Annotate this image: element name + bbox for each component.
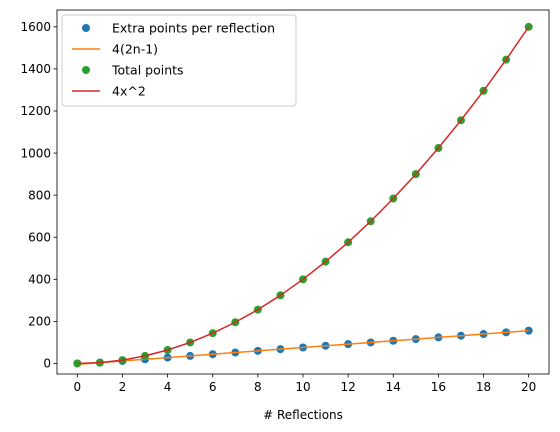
legend-entry-label: 4(2n-1) (112, 42, 158, 57)
series-line-4-2n-1 (77, 329, 529, 366)
y-tick-label: 600 (28, 230, 51, 244)
axes: 0 2 4 6 8 10 12 14 16 18 2002004006008001000120014… (20, 9, 550, 394)
x-tick-label: 4 (164, 380, 172, 394)
y-tick-label: 800 (28, 188, 51, 202)
x-tick-label: 6 (209, 380, 217, 394)
x-tick-label: 8 (254, 380, 262, 394)
y-tick-label: 1000 (20, 146, 51, 160)
legend-entry-label: Extra points per reflection (112, 21, 275, 36)
x-tick-label: 14 (386, 380, 401, 394)
legend-box (61, 14, 297, 107)
y-tick-label: 1200 (20, 104, 51, 118)
y-tick-label: 400 (28, 273, 51, 287)
y-tick-label: 0 (43, 357, 51, 371)
y-tick-label: 1600 (20, 20, 51, 34)
legend-marker-swatch (82, 24, 90, 32)
x-tick-label: 12 (340, 380, 355, 394)
x-tick-label: 20 (521, 380, 536, 394)
legend-marker-swatch (82, 66, 90, 74)
legend-entry-label: Total points (111, 63, 184, 78)
x-tick-label: 18 (476, 380, 491, 394)
y-tick-label: 200 (28, 315, 51, 329)
legend: Extra points per reflection 4(2n-1) Total … (61, 14, 297, 107)
legend-entry-label: 4x^2 (112, 84, 146, 99)
y-tick-label: 1400 (20, 62, 51, 76)
series-line-4x-2 (77, 26, 530, 365)
x-tick-label: 10 (295, 380, 310, 394)
x-axis-label: # Reflections (263, 408, 343, 422)
plot-area (73, 22, 533, 368)
x-tick-label: 2 (119, 380, 127, 394)
x-tick-label: 16 (431, 380, 446, 394)
x-tick-label: 0 (73, 380, 81, 394)
